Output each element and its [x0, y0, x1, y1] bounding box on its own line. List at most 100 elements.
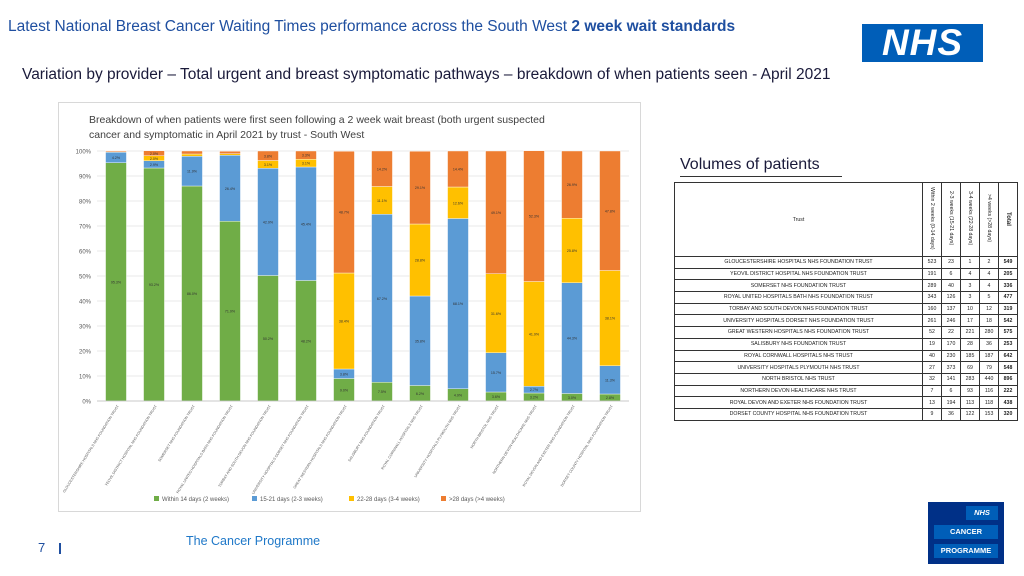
total-cell: 319	[998, 302, 1018, 316]
bar-segment	[447, 150, 469, 188]
table-row: GREAT WESTERN HOSPITALS NHS FOUNDATION T…	[674, 326, 1018, 339]
total-cell: 438	[998, 396, 1018, 409]
over-4-weeks-cell: 4	[979, 267, 999, 281]
header-title-bold: 2 week wait standards	[571, 18, 736, 35]
data-label: 52.3%	[529, 215, 540, 219]
page-number: 7	[38, 540, 46, 555]
bar-segment	[219, 153, 241, 156]
header-title: Latest National Breast Cancer Waiting Ti…	[8, 18, 735, 36]
data-label: 93.2%	[149, 283, 160, 287]
total-cell: 253	[998, 337, 1018, 351]
table-row: ROYAL CORNWALL HOSPITALS NHS TRUST 40 230 1…	[674, 349, 1018, 363]
data-label: 25.8%	[567, 249, 578, 253]
header-3-4-weeks-label: 3-4 weeks (22-28 days)	[967, 191, 973, 246]
3-4-weeks-cell: 185	[960, 349, 980, 363]
logo-nhs-text: NHS	[966, 506, 998, 520]
volumes-header-row: Trust Within 2 weeks (0-14 days) 2-3 wee…	[674, 182, 1018, 257]
within-2-weeks-cell: 52	[922, 326, 942, 339]
table-row: DORSET COUNTY HOSPITAL NHS FOUNDATION TR…	[674, 407, 1018, 421]
x-tick-label: NORTHERN DEVON HEALTHCARE NHS TRUST	[492, 404, 538, 475]
within-2-weeks-cell: 7	[922, 384, 942, 398]
data-label: 9.0%	[340, 388, 349, 392]
total-cell: 222	[998, 384, 1018, 398]
data-label: 4.9%	[454, 393, 463, 397]
x-tick-label: ROYAL CORNWALL HOSPITALS NHS TRUST	[381, 404, 425, 471]
bar-segment	[409, 151, 431, 225]
trust-cell: UNIVERSITY HOSPITALS PLYMOUTH NHS TRUST	[674, 361, 923, 374]
nhs-logo: NHS	[862, 24, 983, 62]
within-2-weeks-cell: 261	[922, 314, 942, 328]
chart-title-line: cancer and symptomatic in April 2021 by …	[89, 129, 364, 141]
2-3-weeks-cell: 194	[941, 396, 961, 409]
trust-cell: TORBAY AND SOUTH DEVON NHS FOUNDATION TR…	[674, 302, 923, 316]
x-tick-label: NORTH BRISTOL NHS TRUST	[470, 404, 501, 450]
trust-cell: YEOVIL DISTRICT HOSPITAL NHS FOUNDATION …	[674, 267, 923, 281]
within-2-weeks-cell: 32	[922, 372, 942, 386]
chart-title-line: Breakdown of when patients were first se…	[89, 114, 545, 126]
data-label: 6.2%	[416, 392, 425, 396]
over-4-weeks-cell: 5	[979, 291, 999, 304]
total-cell: 548	[998, 361, 1018, 374]
data-label: 38.1%	[605, 317, 616, 321]
y-tick-label: 10%	[79, 375, 92, 381]
within-2-weeks-cell: 523	[922, 256, 942, 269]
header-trust: Trust	[674, 182, 923, 257]
data-label: 71.9%	[225, 310, 236, 314]
data-label: 45.4%	[301, 222, 312, 226]
total-cell: 336	[998, 279, 1018, 293]
2-3-weeks-cell: 126	[941, 291, 961, 304]
bar-segment	[523, 150, 545, 282]
volumes-title: Volumes of patients	[680, 156, 820, 173]
2-3-weeks-cell: 373	[941, 361, 961, 374]
nhs-cancer-programme-logo: NHS CANCER PROGRAMME	[928, 502, 1004, 564]
bar-segment	[599, 150, 621, 271]
data-label: 49.1%	[491, 211, 502, 215]
legend-swatch	[349, 496, 354, 501]
data-label: 3.6%	[492, 395, 501, 399]
header-total: Total	[998, 182, 1018, 257]
within-2-weeks-cell: 191	[922, 267, 942, 281]
table-row: SALISBURY NHS FOUNDATION TRUST 19 170 28 36 2…	[674, 337, 1018, 351]
header-total-label: Total	[1005, 211, 1011, 226]
trust-cell: ROYAL CORNWALL HOSPITALS NHS TRUST	[674, 349, 923, 363]
bar-segment	[181, 153, 203, 157]
total-cell: 205	[998, 267, 1018, 281]
within-2-weeks-cell: 289	[922, 279, 942, 293]
header-over-4-weeks: >4 weeks (>28 days)	[979, 182, 999, 257]
data-label: 42.9%	[263, 220, 274, 224]
over-4-weeks-cell: 280	[979, 326, 999, 339]
total-cell: 896	[998, 372, 1018, 386]
y-tick-label: 100%	[76, 150, 92, 156]
data-label: 41.9%	[529, 332, 540, 336]
trust-cell: ROYAL UNITED HOSPITALS BATH NHS FOUNDATI…	[674, 291, 923, 304]
header-over-4-weeks-label: >4 weeks (>28 days)	[986, 194, 992, 243]
data-label: 4.2%	[112, 156, 121, 160]
over-4-weeks-cell: 18	[979, 314, 999, 328]
chart-frame: Breakdown of when patients were first se…	[58, 102, 641, 512]
volumes-title-underline	[680, 176, 842, 177]
data-label: 68.1%	[453, 302, 464, 306]
legend-label: 22-28 days (3-4 weeks)	[357, 497, 420, 503]
data-label: 86.0%	[187, 292, 198, 296]
legend-swatch	[154, 496, 159, 501]
within-2-weeks-cell: 27	[922, 361, 942, 374]
data-label: 3.3%	[302, 154, 311, 158]
data-label: 7.5%	[378, 390, 387, 394]
x-tick-label: SALISBURY NHS FOUNDATION TRUST	[347, 404, 386, 463]
legend-label: 15-21 days (2-3 weeks)	[260, 497, 323, 503]
x-tick-label: UNIVERSITY HOSPITALS PLYMOUTH NHS TRUST	[414, 404, 463, 479]
2-3-weeks-cell: 246	[941, 314, 961, 328]
within-2-weeks-cell: 19	[922, 337, 942, 351]
y-tick-label: 60%	[79, 250, 92, 256]
within-2-weeks-cell: 40	[922, 349, 942, 363]
table-row: UNIVERSITY HOSPITALS PLYMOUTH NHS TRUST 2…	[674, 361, 1018, 374]
page-number-divider	[59, 543, 61, 554]
3-4-weeks-cell: 4	[960, 267, 980, 281]
data-label: 50.2%	[263, 337, 274, 341]
data-label: 26.9%	[567, 183, 578, 187]
data-label: 3.8%	[340, 372, 349, 376]
header-3-4-weeks: 3-4 weeks (22-28 days)	[960, 182, 980, 257]
over-4-weeks-cell: 4	[979, 279, 999, 293]
table-row: NORTH BRISTOL NHS TRUST 32 141 283 440 896	[674, 372, 1018, 386]
data-label: 12.6%	[453, 201, 464, 205]
